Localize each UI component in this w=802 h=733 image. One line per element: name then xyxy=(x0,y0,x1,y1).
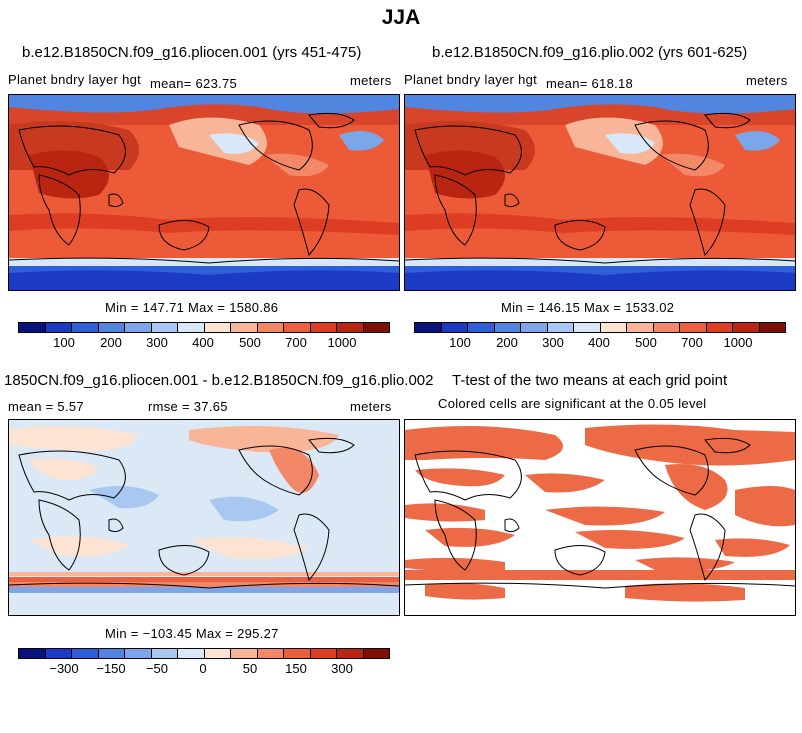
colorbar-tick: 1000 xyxy=(327,335,357,350)
colorbar-tick: 300 xyxy=(146,335,168,350)
colorbar-box xyxy=(547,323,574,332)
main-title: JJA xyxy=(381,6,421,29)
colorbar-tick: 400 xyxy=(192,335,214,350)
colorbar-box xyxy=(257,649,284,658)
colorbar-box xyxy=(441,323,468,332)
colorbar-box xyxy=(231,323,258,332)
colorbar-tick: 300 xyxy=(331,661,353,676)
colorbar-diff xyxy=(18,648,390,659)
colorbar-tick: 500 xyxy=(635,335,657,350)
colorbar-tick: 50 xyxy=(242,661,258,676)
colorbar-box xyxy=(600,323,627,332)
colorbar-box xyxy=(627,323,654,332)
colorbar-box xyxy=(415,323,442,332)
panel4-subtitle: Colored cells are significant at the 0.0… xyxy=(438,396,707,411)
colorbar-tick: 100 xyxy=(449,335,471,350)
panel1-minmax: Min = 147.71 Max = 1580.86 xyxy=(105,300,279,315)
colorbar-box xyxy=(680,323,707,332)
panel1-mean: mean= 623.75 xyxy=(150,76,238,91)
colorbar-tick: 700 xyxy=(681,335,703,350)
colorbar-box xyxy=(19,649,46,658)
panel1-title: b.e12.B1850CN.f09_g16.pliocen.001 (yrs 4… xyxy=(22,44,362,61)
panel2-minmax: Min = 146.15 Max = 1533.02 xyxy=(501,300,675,315)
panel3-map xyxy=(8,419,400,616)
colorbar-box xyxy=(337,649,364,658)
colorbar-box xyxy=(363,323,389,332)
colorbar-box xyxy=(363,649,389,658)
colorbar-tick: 200 xyxy=(496,335,518,350)
colorbar-tick: −300 xyxy=(49,661,79,676)
colorbar-box xyxy=(257,323,284,332)
colorbar-box xyxy=(72,323,99,332)
colorbar-box xyxy=(204,323,231,332)
colorbar-box xyxy=(125,649,152,658)
colorbar-tick: 300 xyxy=(542,335,564,350)
panel4-map xyxy=(404,419,796,616)
colorbar-box xyxy=(151,323,178,332)
colorbar-box xyxy=(284,323,311,332)
colorbar-tick: 700 xyxy=(285,335,307,350)
panel4-title: T-test of the two means at each grid poi… xyxy=(452,372,728,389)
colorbar-box xyxy=(125,323,152,332)
panel3-mean: mean = 5.57 xyxy=(8,399,84,414)
panel2-map-graphic xyxy=(405,95,795,290)
colorbar-box xyxy=(98,649,125,658)
colorbar-box xyxy=(521,323,548,332)
panel3-title: 1850CN.f09_g16.pliocen.001 - b.e12.B1850… xyxy=(4,372,434,389)
colorbar-tick: 200 xyxy=(100,335,122,350)
panel2-units: meters xyxy=(746,73,788,88)
colorbar-tick: −150 xyxy=(96,661,126,676)
panel3-map-graphic xyxy=(9,420,399,615)
colorbar-box xyxy=(468,323,495,332)
colorbar-box xyxy=(733,323,760,332)
colorbar-box xyxy=(231,649,258,658)
colorbar-box xyxy=(759,323,785,332)
panel1-map-graphic xyxy=(9,95,399,290)
colorbar-box xyxy=(204,649,231,658)
colorbar-box xyxy=(310,649,337,658)
colorbar-box xyxy=(178,649,205,658)
panel1-variable: Planet bndry layer hgt xyxy=(8,72,142,87)
colorbar-box xyxy=(706,323,733,332)
panel3-minmax: Min = −103.45 Max = 295.27 xyxy=(105,626,279,641)
colorbar-tick: 0 xyxy=(199,661,207,676)
colorbar-box xyxy=(653,323,680,332)
colorbar-box xyxy=(337,323,364,332)
colorbar-box xyxy=(45,649,72,658)
panel2-map xyxy=(404,94,796,291)
colorbar-box xyxy=(72,649,99,658)
colorbar-box xyxy=(310,323,337,332)
colorbar-box xyxy=(19,323,46,332)
colorbar-tick: −50 xyxy=(145,661,169,676)
colorbar-box xyxy=(98,323,125,332)
panel1-units: meters xyxy=(350,73,392,88)
colorbar-box xyxy=(284,649,311,658)
colorbar-box xyxy=(494,323,521,332)
panel1-map xyxy=(8,94,400,291)
panel4-map-graphic xyxy=(405,420,795,615)
colorbar-box xyxy=(45,323,72,332)
colorbar-box xyxy=(151,649,178,658)
panel3-rmse: rmse = 37.65 xyxy=(148,399,228,414)
panel2-mean: mean= 618.18 xyxy=(546,76,634,91)
colorbar-box xyxy=(178,323,205,332)
colorbar-abs-right xyxy=(414,322,786,333)
colorbar-tick: 150 xyxy=(285,661,307,676)
colorbar-tick: 100 xyxy=(53,335,75,350)
colorbar-tick: 400 xyxy=(588,335,610,350)
colorbar-tick: 1000 xyxy=(723,335,753,350)
panel2-variable: Planet bndry layer hgt xyxy=(404,72,538,87)
colorbar-tick: 500 xyxy=(239,335,261,350)
panel2-title: b.e12.B1850CN.f09_g16.plio.002 (yrs 601-… xyxy=(432,44,748,61)
panel3-units: meters xyxy=(350,399,392,414)
colorbar-box xyxy=(574,323,601,332)
colorbar-abs-left xyxy=(18,322,390,333)
